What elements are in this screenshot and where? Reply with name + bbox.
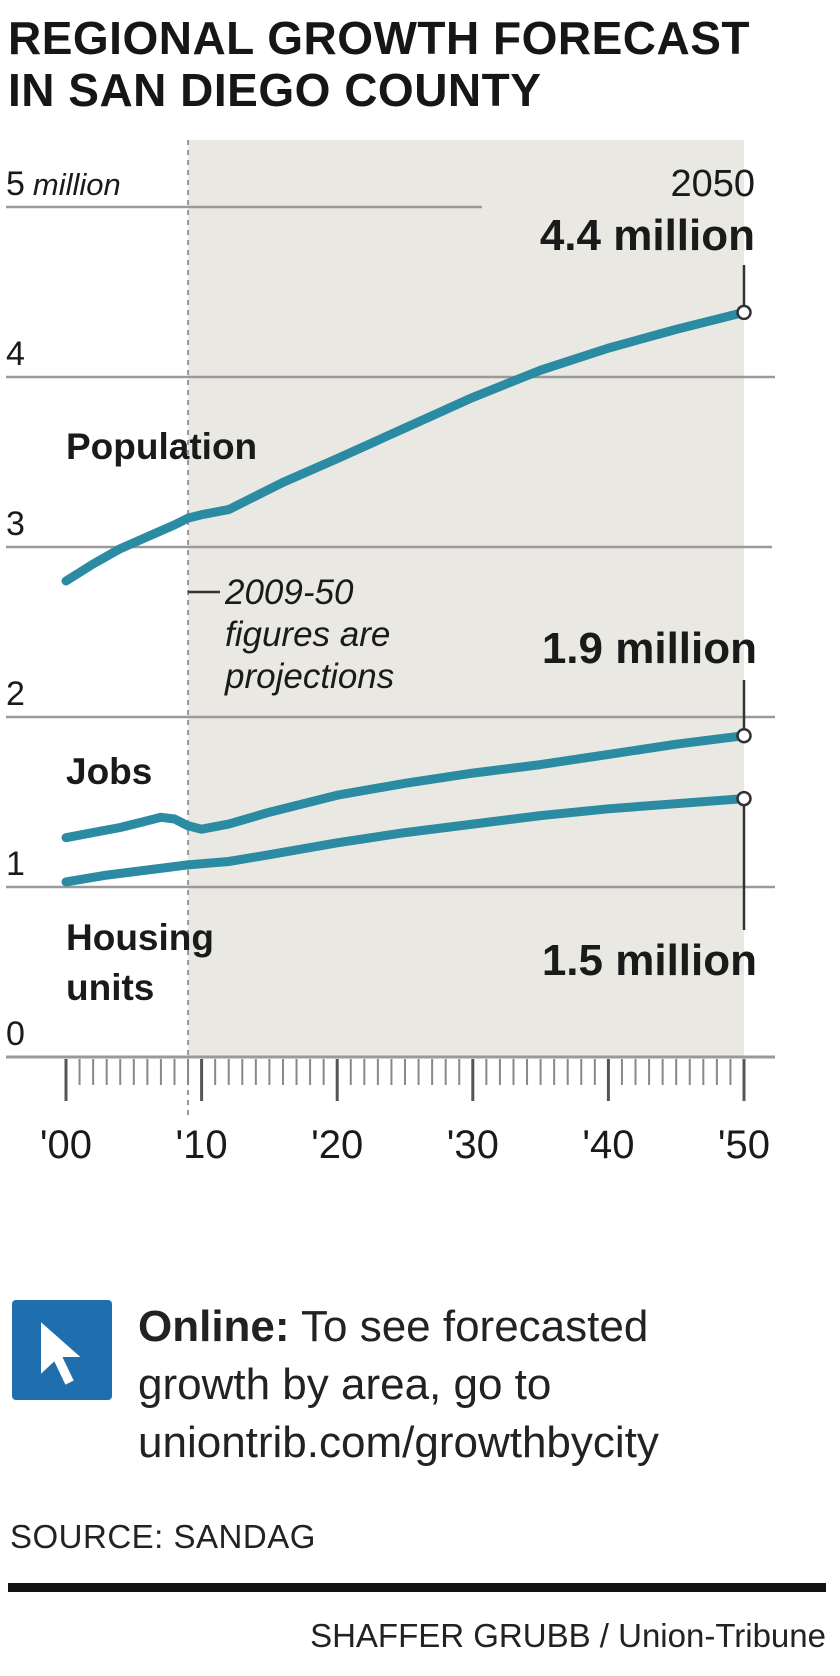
projection-note-line-3: projections [224, 657, 394, 696]
x-tick-label-2: '20 [311, 1123, 363, 1160]
online-label: Online: [138, 1302, 290, 1351]
growth-chart: 0 1 2 3 4 5 million '00 '10 '20 '30 '40 '50 2050 4.4 … [6, 140, 775, 1160]
source-note: SOURCE: SANDAG [10, 1518, 316, 1555]
series-line-jobs [61, 731, 749, 843]
jobs-end-label: 1.9 million [542, 624, 757, 673]
online-line-1: To see forecasted [301, 1302, 649, 1351]
y-tick-label-5: 5 million [6, 165, 121, 203]
x-tick-label-5: '50 [718, 1123, 770, 1160]
online-link[interactable]: uniontrib.com/growthbycity [138, 1418, 659, 1467]
end-marker-1 [736, 727, 752, 744]
projection-note-line-2: figures are [225, 615, 390, 654]
x-tick-label-4: '40 [582, 1123, 634, 1160]
end-marker-2 [736, 790, 752, 807]
y-tick-label-2: 2 [6, 675, 25, 713]
population-end-label: 4.4 million [540, 211, 755, 260]
chart-title-line-2: IN SAN DIEGO COUNTY [8, 64, 542, 116]
y-tick-label-1: 1 [6, 845, 25, 883]
y-tick-label-4: 4 [6, 335, 25, 373]
projection-note-line-1: 2009-50 [224, 573, 354, 612]
cursor-arrow-icon[interactable] [12, 1300, 112, 1400]
chart-title: REGIONAL GROWTH FORECAST IN SAN DIEGO CO… [8, 12, 828, 116]
chart-title-line-1: REGIONAL GROWTH FORECAST [8, 12, 751, 64]
housing-series-label-2: units [66, 967, 154, 1008]
end-year-label: 2050 [670, 163, 755, 205]
housing-end-label: 1.5 million [542, 936, 757, 985]
online-line-2: growth by area, go to [138, 1360, 552, 1409]
projection-shading [188, 140, 745, 1057]
online-text: Online: To see forecasted growth by area… [138, 1298, 828, 1472]
y-unit-label: million [33, 167, 121, 202]
online-note: Online: To see forecasted growth by area… [10, 1298, 830, 1508]
series-line-housing-units [61, 794, 749, 887]
x-tick-label-3: '30 [447, 1123, 499, 1160]
jobs-series-label: Jobs [66, 751, 152, 792]
housing-series-label-1: Housing [66, 917, 214, 958]
credit-line: SHAFFER GRUBB / Union-Tribune [310, 1617, 826, 1654]
population-series-label: Population [66, 426, 257, 467]
series-line-population [61, 307, 749, 586]
x-tick-label-0: '00 [40, 1123, 92, 1160]
y-tick-label-3: 3 [6, 505, 25, 543]
end-marker-0 [736, 304, 752, 321]
footer-rule [8, 1583, 826, 1592]
y-tick-label-0: 0 [6, 1015, 25, 1053]
x-tick-label-1: '10 [176, 1123, 228, 1160]
